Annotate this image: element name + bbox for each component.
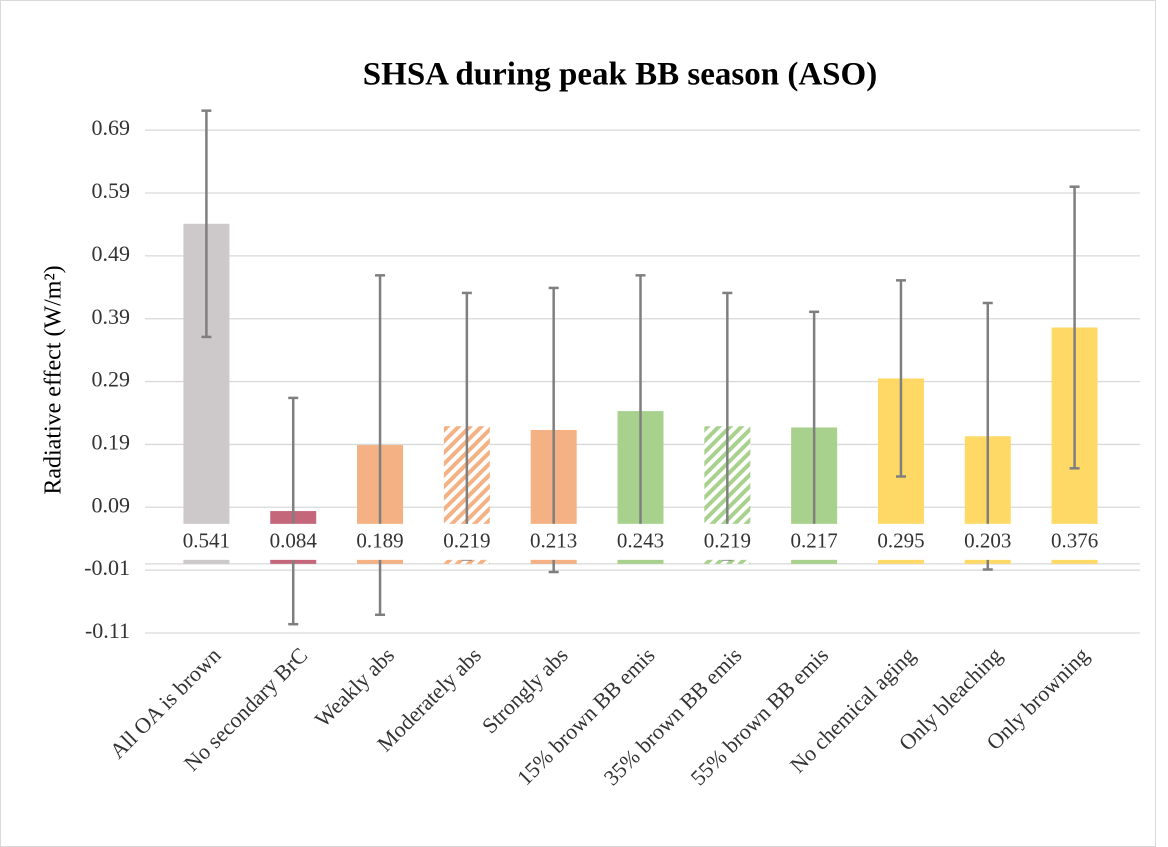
y-tick-label: 0.19 [92,429,131,454]
y-tick-label: 0.39 [92,304,131,329]
y-tick-label: -0.11 [85,618,130,643]
y-tick-label: -0.01 [84,555,130,580]
y-tick-label: 0.09 [92,492,131,517]
data-label: 0.213 [530,529,577,553]
data-label: 0.541 [183,529,230,553]
y-tick-label: 0.49 [92,241,131,266]
data-label: 0.217 [791,529,838,553]
chart-title: SHSA during peak BB season (ASO) [363,57,877,93]
y-tick-label: 0.29 [92,367,131,392]
data-label: 0.219 [704,529,751,553]
data-label-box [436,523,497,560]
data-label-box [870,523,931,560]
data-label: 0.295 [877,529,924,553]
data-label: 0.376 [1051,529,1098,553]
data-label-box [263,523,324,560]
data-label: 0.084 [270,529,318,553]
data-label-box [1044,523,1105,560]
data-label: 0.243 [617,529,664,553]
data-label-box [610,523,671,560]
data-label: 0.219 [443,529,490,553]
data-label-box [784,523,845,560]
data-label-box [176,523,237,560]
data-label-box [350,523,411,560]
y-tick-label: 0.69 [92,115,131,140]
data-label: 0.203 [964,529,1011,553]
data-label-box [957,523,1018,560]
data-label: 0.189 [356,529,403,553]
data-label-box [523,523,584,560]
y-axis-label: Radiative effect (W/m²) [41,265,67,494]
y-tick-label: 0.59 [92,178,131,203]
data-label-box [697,523,758,560]
